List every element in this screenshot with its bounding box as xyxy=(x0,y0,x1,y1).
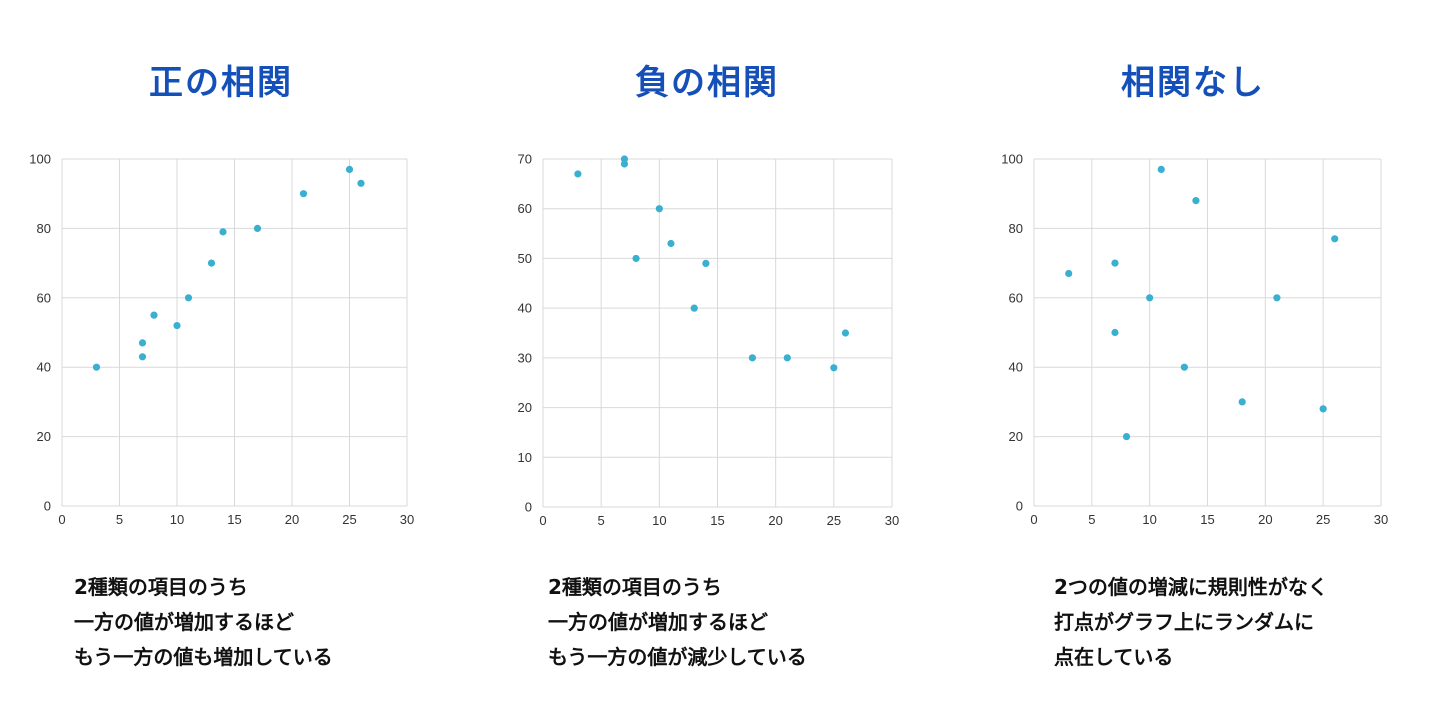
y-tick-label: 50 xyxy=(518,251,532,266)
panel-description-none: 2つの値の増減に規則性がなく 打点がグラフ上にランダムに 点在している xyxy=(1054,570,1328,675)
y-tick-label: 40 xyxy=(37,360,51,375)
y-tick-label: 20 xyxy=(1009,429,1023,444)
scatter-point xyxy=(783,354,791,362)
scatter-point xyxy=(92,363,101,371)
panel-title-positive: 正の相関 xyxy=(149,63,293,103)
x-tick-label: 25 xyxy=(1316,512,1330,527)
x-tick-label: 25 xyxy=(342,512,356,527)
scatter-point xyxy=(357,179,365,187)
y-tick-label: 20 xyxy=(37,429,51,444)
scatter-point xyxy=(1122,433,1131,441)
scatter-point xyxy=(138,339,147,347)
scatter-point xyxy=(632,254,640,263)
x-tick-label: 0 xyxy=(539,513,546,528)
y-tick-label: 60 xyxy=(37,290,51,305)
y-tick-label: 0 xyxy=(44,499,51,514)
panel-description-negative: 2種類の項目のうち 一方の値が増加するほど もう一方の値が減少している xyxy=(548,570,807,675)
scatter-chart-none: 0 5 10 15 20 25 30 0 20 40 60 80 100 xyxy=(1001,152,1388,528)
panel-title-negative: 負の相関 xyxy=(635,63,779,103)
scatter-point xyxy=(1331,235,1339,243)
y-tick-label: 60 xyxy=(518,201,532,216)
scatter-point xyxy=(841,329,850,337)
scatter-point xyxy=(299,190,308,198)
y-tick-label: 0 xyxy=(1016,499,1023,514)
description-line: 2つの値の増減に規則性がなく xyxy=(1054,575,1328,599)
scatter-point xyxy=(655,205,663,213)
y-tick-label: 10 xyxy=(518,450,532,465)
scatter-point xyxy=(1238,398,1246,406)
x-tick-label: 10 xyxy=(1142,512,1156,527)
y-tick-label: 100 xyxy=(1001,152,1023,167)
y-tick-label: 40 xyxy=(1009,360,1023,375)
y-tick-label: 100 xyxy=(29,152,51,167)
scatter-point xyxy=(667,239,675,248)
description-line: 2種類の項目のうち xyxy=(74,575,248,599)
scatter-point xyxy=(1111,259,1119,267)
x-tick-label: 20 xyxy=(285,512,299,527)
scatter-point xyxy=(1180,363,1188,371)
y-tick-label: 40 xyxy=(518,301,532,316)
y-tick-label: 80 xyxy=(1009,221,1023,236)
x-tick-label: 25 xyxy=(827,513,841,528)
x-tick-label: 0 xyxy=(1030,512,1037,527)
x-tick-label: 5 xyxy=(1088,512,1095,527)
scatter-point xyxy=(1319,405,1327,413)
scatter-point xyxy=(173,321,181,330)
scatter-point xyxy=(1065,269,1073,278)
scatter-point xyxy=(1111,328,1119,337)
description-line: もう一方の値が減少している xyxy=(548,645,807,669)
x-tick-label: 15 xyxy=(227,512,241,527)
y-tick-label: 0 xyxy=(525,500,532,515)
scatter-point xyxy=(138,353,147,361)
y-tick-label: 70 xyxy=(518,152,532,167)
scatter-point xyxy=(620,160,629,168)
scatter-point xyxy=(207,259,216,267)
scatter-point xyxy=(702,259,710,267)
x-tick-label: 5 xyxy=(598,513,605,528)
y-tick-label: 60 xyxy=(1009,290,1023,305)
description-line: 2種類の項目のうち xyxy=(548,575,722,599)
scatter-point xyxy=(150,311,158,319)
scatter-point xyxy=(253,224,262,232)
y-tick-label: 30 xyxy=(518,350,532,365)
panel-description-positive: 2種類の項目のうち 一方の値が増加するほど もう一方の値も増加している xyxy=(74,570,333,675)
x-tick-label: 20 xyxy=(768,513,782,528)
x-tick-label: 0 xyxy=(58,512,65,527)
scatter-chart-positive: 0 5 10 15 20 25 30 0 20 40 60 80 100 xyxy=(29,152,414,528)
x-tick-label: 10 xyxy=(170,512,184,527)
x-tick-label: 30 xyxy=(400,512,414,527)
y-tick-label: 20 xyxy=(518,400,532,415)
description-line: 点在している xyxy=(1054,645,1174,669)
x-tick-label: 30 xyxy=(1374,512,1388,527)
scatter-point xyxy=(574,170,582,178)
y-tick-label: 80 xyxy=(37,221,51,236)
scatter-point xyxy=(1146,294,1154,302)
scatter-point xyxy=(830,364,838,372)
scatter-point xyxy=(1157,165,1165,174)
description-line: 一方の値が増加するほど xyxy=(548,610,768,634)
scatter-point xyxy=(219,228,227,236)
x-tick-label: 5 xyxy=(116,512,123,527)
scatter-point xyxy=(345,165,354,174)
x-tick-label: 10 xyxy=(652,513,666,528)
scatter-point xyxy=(1273,294,1281,302)
x-tick-label: 15 xyxy=(710,513,724,528)
description-line: 打点がグラフ上にランダムに xyxy=(1054,610,1314,634)
x-tick-label: 20 xyxy=(1258,512,1272,527)
description-line: もう一方の値も増加している xyxy=(74,645,333,669)
scatter-point xyxy=(620,155,629,163)
x-tick-label: 15 xyxy=(1200,512,1214,527)
scatter-point xyxy=(184,294,193,302)
scatter-point xyxy=(748,354,756,362)
panel-title-none: 相関なし xyxy=(1121,63,1265,103)
scatter-point xyxy=(1192,197,1200,205)
scatter-point xyxy=(690,304,698,312)
description-line: 一方の値が増加するほど xyxy=(74,610,294,634)
x-tick-label: 30 xyxy=(885,513,899,528)
scatter-chart-negative: 0 5 10 15 20 25 30 0 10 20 30 40 50 60 70 xyxy=(518,152,900,529)
